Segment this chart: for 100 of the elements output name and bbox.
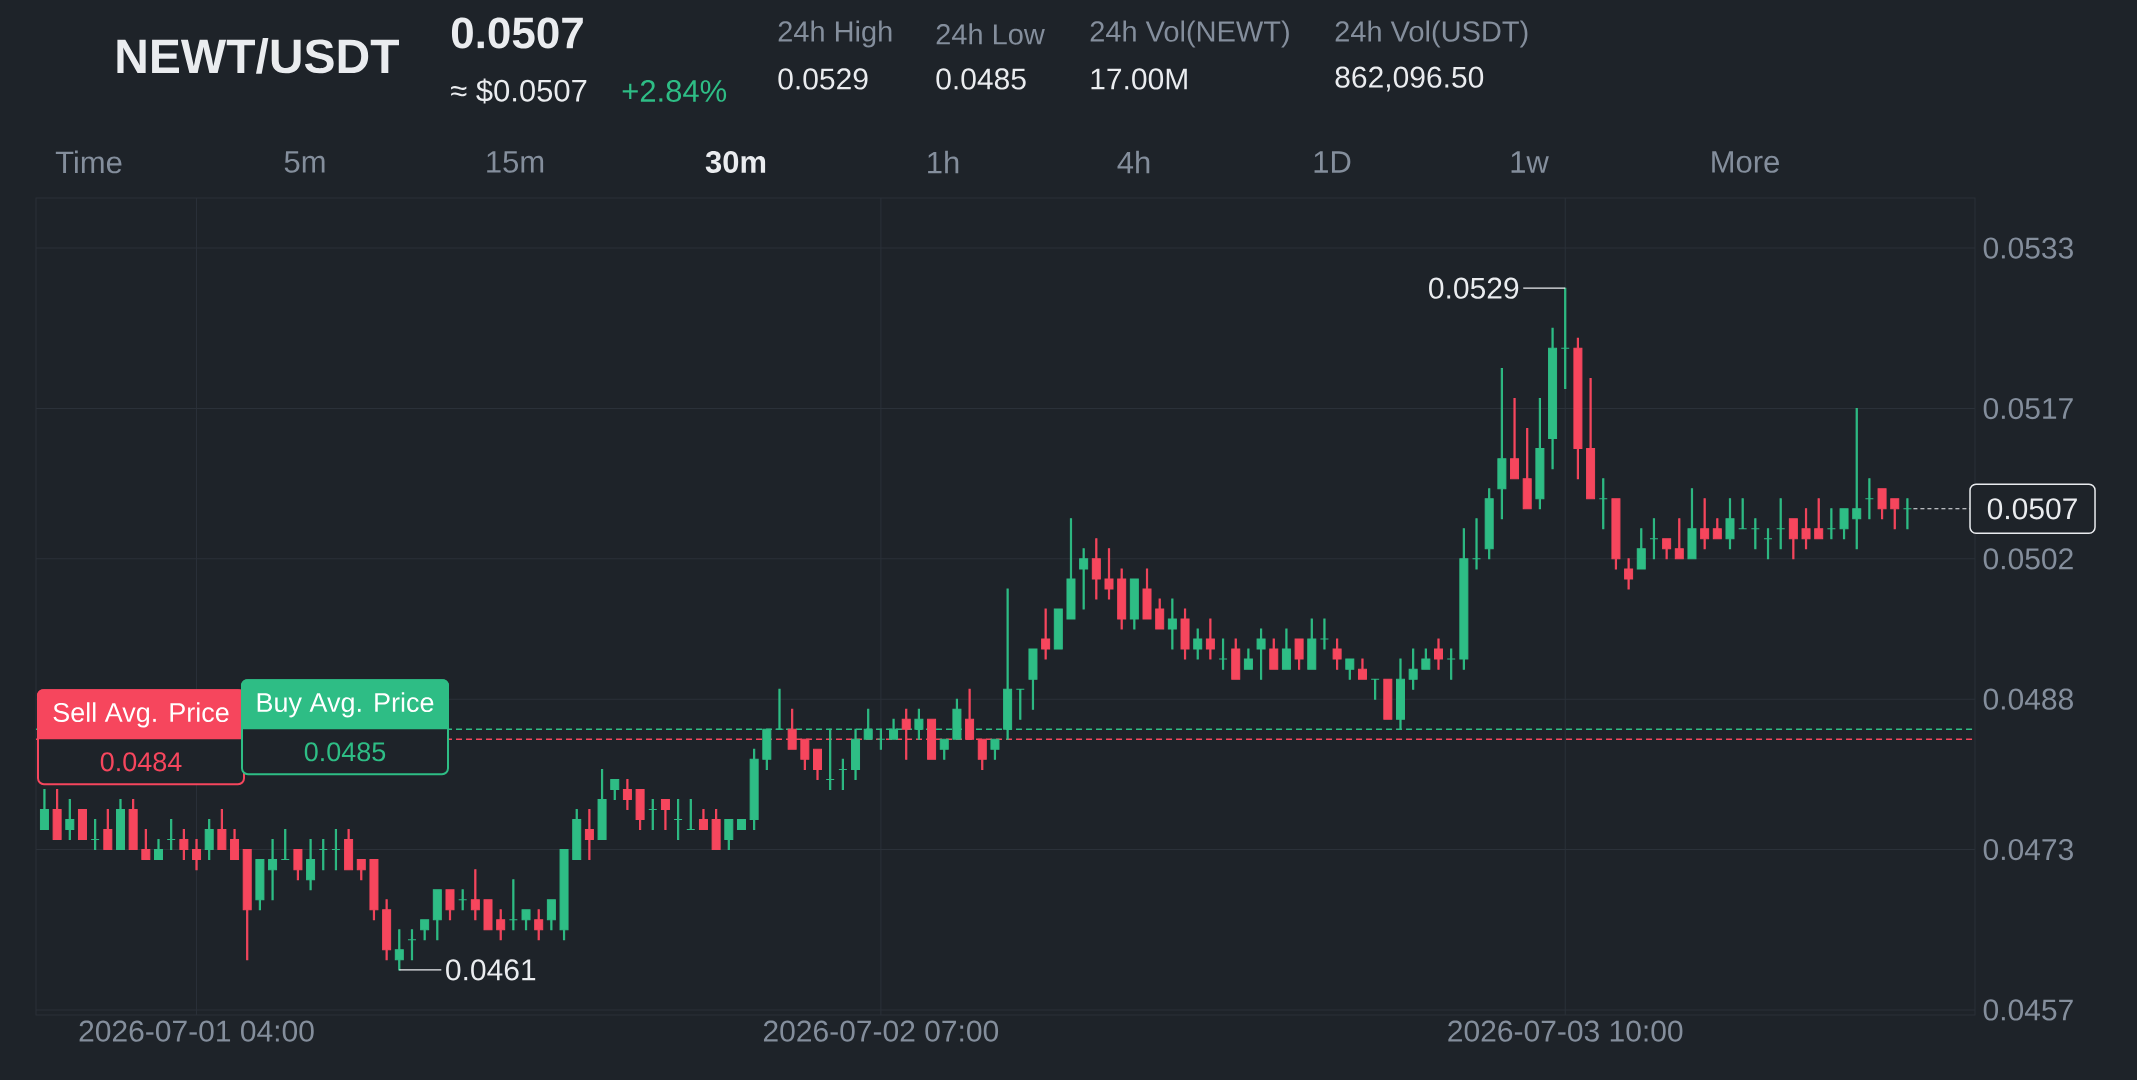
candlestick: [496, 909, 506, 941]
candlestick: [1243, 648, 1253, 670]
candlestick: [939, 738, 949, 760]
text: 15m: [487, 151, 544, 173]
candlestick: [1307, 618, 1317, 670]
candlestick: [293, 849, 303, 881]
candlestick: [1383, 678, 1393, 720]
y-tick-label: 0.0473: [1983, 838, 2073, 861]
candlestick: [1700, 498, 1710, 550]
candlestick: [204, 819, 214, 861]
candlestick: [1231, 638, 1241, 680]
candlestick: [1015, 688, 1025, 720]
candlestick: [508, 879, 518, 931]
candlestick: [1332, 638, 1342, 670]
candlestick: [90, 819, 100, 851]
candlestick: [1066, 518, 1076, 620]
annotation: 0.0529: [1429, 277, 1519, 299]
candlestick: [1902, 498, 1912, 530]
candlestick: [242, 849, 252, 961]
candlestick: [673, 798, 683, 841]
candlestick: [1826, 508, 1836, 540]
y-tick-label: 0.0533: [1983, 237, 2073, 259]
candlestick: [1624, 558, 1634, 590]
candlestick: [103, 808, 113, 851]
candlestick: [1497, 367, 1507, 520]
text: Time: [55, 150, 122, 174]
candlestick: [407, 929, 417, 961]
y-tick-label: 0.0517: [1983, 397, 2073, 420]
candlestick: [838, 758, 848, 790]
candlestick: [192, 839, 202, 871]
x-tick-label: 2026-07-03 10:00: [1448, 1020, 1683, 1042]
candlestick: [1129, 578, 1139, 630]
candlestick: [1104, 548, 1114, 600]
candlestick: [217, 808, 227, 851]
candlestick: [1421, 648, 1431, 670]
candlestick: [724, 819, 734, 851]
candlestick: [1548, 327, 1558, 470]
candlestick: [1864, 478, 1874, 520]
candlestick: [382, 899, 392, 961]
candlestick: [280, 829, 290, 861]
candlestick: [1472, 518, 1482, 570]
candlestick: [1510, 397, 1520, 480]
text: 4h: [1117, 150, 1150, 174]
text: 24h Low: [936, 23, 1045, 45]
candlestick: [1218, 638, 1228, 670]
candlestick: [432, 889, 442, 941]
candlestick: [1091, 538, 1101, 600]
candlestick: [141, 829, 151, 861]
candlestick: [1560, 287, 1570, 389]
candlestick: [458, 889, 468, 911]
candlestick: [1053, 608, 1063, 650]
candlestick: [331, 829, 341, 871]
text: 5m: [284, 151, 325, 173]
text: 1w: [1511, 151, 1549, 173]
candlestick: [1256, 628, 1266, 680]
candlestick: [1028, 648, 1038, 710]
candlestick: [166, 819, 176, 851]
candlestick: [534, 909, 544, 941]
candlestick: [39, 788, 49, 831]
annotation: 0.0507: [1987, 498, 2077, 520]
candlestick: [622, 778, 632, 810]
candlestick: [813, 748, 823, 780]
text: +2.84%: [622, 80, 727, 102]
candlestick: [483, 899, 493, 931]
candlestick: [686, 798, 696, 831]
text: ≈ $0.0507: [451, 78, 587, 104]
text: 30m: [705, 151, 766, 173]
candlestick: [154, 839, 164, 861]
candlestick: [318, 839, 328, 871]
candlestick: [1522, 428, 1532, 510]
candlestick: [1662, 538, 1672, 560]
candlestick: [1180, 608, 1190, 660]
candlestick: [1459, 528, 1469, 670]
candlestick: [1877, 488, 1887, 520]
text: 1h: [928, 150, 959, 174]
candlestick: [1142, 568, 1152, 620]
candlestick: [572, 808, 582, 861]
candlestick: [1586, 377, 1596, 500]
candlestick: [1155, 598, 1165, 630]
candlestick: [775, 688, 784, 730]
candlestick: [65, 798, 75, 841]
candlestick: [965, 688, 975, 740]
y-tick-label: 0.0502: [1983, 548, 2073, 570]
candlestick: [1167, 598, 1177, 650]
candlestick: [179, 829, 189, 861]
annotation: 0.0461: [446, 959, 536, 981]
candlestick: [1446, 648, 1456, 680]
annotation: 0.0485: [304, 742, 386, 762]
candlestick: [1205, 618, 1215, 660]
candlestick: [369, 859, 379, 921]
candlestick: [1573, 337, 1583, 480]
candlestick: [990, 738, 1000, 760]
x-tick-label: 2026-07-01 04:00: [79, 1020, 314, 1042]
candlestick: [1269, 638, 1279, 670]
candlestick: [344, 829, 354, 871]
ref-line-label: Buy Avg. Price: [257, 692, 434, 718]
candlestick: [1294, 638, 1304, 670]
candlestick: [1535, 397, 1545, 510]
candlestick: [1484, 488, 1494, 560]
candlestick: [610, 778, 620, 800]
